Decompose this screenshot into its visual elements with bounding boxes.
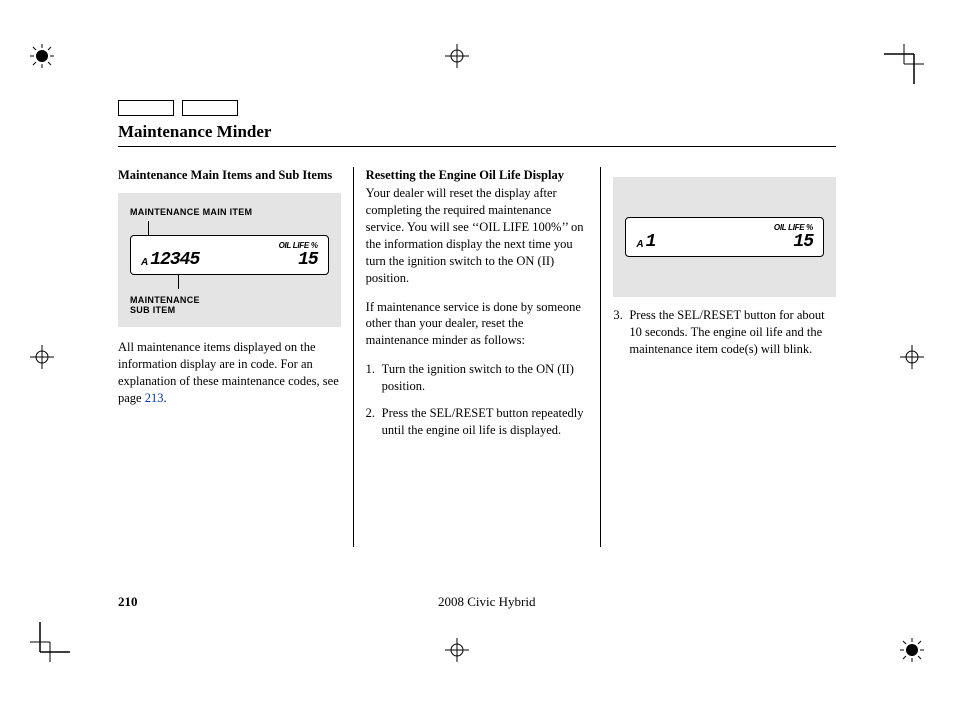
reg-mark-ml xyxy=(30,345,54,373)
lcd-display: A 12345 OIL LIFE % 15 xyxy=(130,235,329,275)
step-number: 1. xyxy=(366,361,382,395)
step-3: 3. Press the SEL/RESET button for about … xyxy=(613,307,836,358)
page-content: Maintenance Minder Maintenance Main Item… xyxy=(118,100,836,610)
step-number: 3. xyxy=(613,307,629,358)
step-2: 2. Press the SEL/RESET button repeatedly… xyxy=(366,405,589,439)
lcd-oil-label: OIL LIFE % xyxy=(774,223,813,232)
lcd-oil-value: 15 xyxy=(298,250,318,270)
para-text: . xyxy=(163,391,166,405)
crop-corner-bl xyxy=(30,622,70,666)
reg-mark-tc xyxy=(445,44,469,72)
column-2: Resetting the Engine Oil Life Display Yo… xyxy=(354,167,601,547)
footer-title: 2008 Civic Hybrid xyxy=(438,594,536,610)
page-title: Maintenance Minder xyxy=(118,122,836,147)
lcd-figure-reset: A 1 OIL LIFE % 15 xyxy=(613,177,836,297)
column-3: A 1 OIL LIFE % 15 3. Press the SEL/RESET… xyxy=(601,167,836,547)
lcd-oil-label: OIL LIFE % xyxy=(279,241,318,250)
col1-heading: Maintenance Main Items and Sub Items xyxy=(118,167,341,183)
header-tab xyxy=(118,100,174,116)
step-1: 1. Turn the ignition switch to the ON (I… xyxy=(366,361,589,395)
pointer-line xyxy=(148,221,329,235)
step-text: Press the SEL/RESET button for about 10 … xyxy=(629,307,836,358)
lcd-display: A 1 OIL LIFE % 15 xyxy=(625,217,824,257)
reg-mark-tl xyxy=(30,44,54,72)
lcd-letter: A xyxy=(636,239,643,250)
lcd-main-code: 1 xyxy=(646,232,656,252)
page-number: 210 xyxy=(118,594,138,610)
page-link[interactable]: 213 xyxy=(145,391,164,405)
reg-mark-bc xyxy=(445,638,469,666)
col2-para2: If maintenance service is done by someon… xyxy=(366,299,589,350)
fig-label-main: MAINTENANCE MAIN ITEM xyxy=(130,207,329,217)
col1-paragraph: All maintenance items displayed on the i… xyxy=(118,339,341,407)
content-columns: Maintenance Main Items and Sub Items MAI… xyxy=(118,167,836,547)
pointer-line xyxy=(178,275,329,289)
reg-mark-mr xyxy=(900,345,924,373)
lcd-main-code: 12345 xyxy=(150,250,199,270)
step-text: Turn the ignition switch to the ON (II) … xyxy=(382,361,589,395)
col2-heading: Resetting the Engine Oil Life Display xyxy=(366,167,589,183)
header-tab xyxy=(182,100,238,116)
fig-label-sub: MAINTENANCE SUB ITEM xyxy=(130,295,329,315)
step-number: 2. xyxy=(366,405,382,439)
lcd-figure-main: MAINTENANCE MAIN ITEM A 12345 OIL LIFE %… xyxy=(118,193,341,327)
reg-mark-br xyxy=(900,638,924,666)
column-1: Maintenance Main Items and Sub Items MAI… xyxy=(118,167,353,547)
lcd-oil-value: 15 xyxy=(793,232,813,252)
header-tabs xyxy=(118,100,836,116)
step-text: Press the SEL/RESET button repeatedly un… xyxy=(382,405,589,439)
lcd-letter: A xyxy=(141,257,148,268)
crop-corner-tr xyxy=(884,44,924,88)
col2-para1: Your dealer will reset the display after… xyxy=(366,185,589,286)
page-footer: 210 2008 Civic Hybrid xyxy=(118,594,836,610)
